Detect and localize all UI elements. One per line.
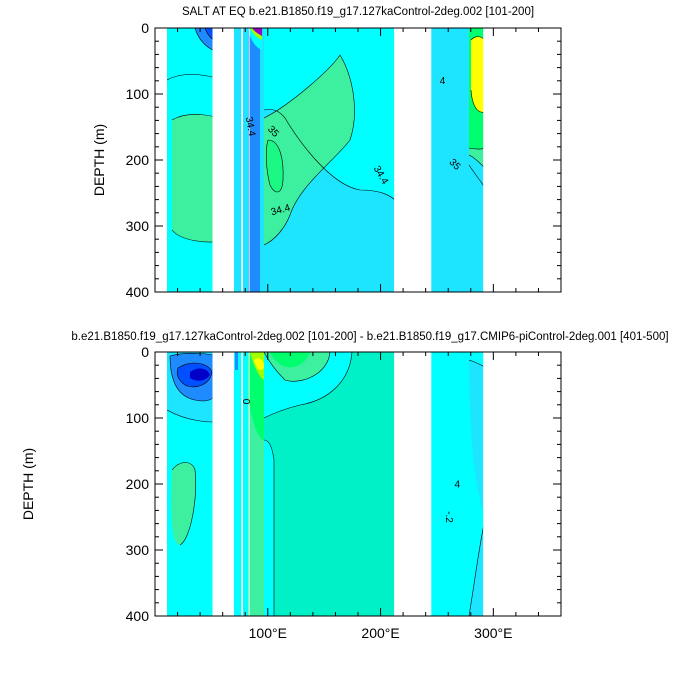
bottom-ytick-label: 100 bbox=[126, 410, 150, 426]
top-ytick-label: 200 bbox=[126, 152, 150, 168]
bottom-ytick-label: 0 bbox=[141, 344, 149, 360]
top-land-gap bbox=[212, 28, 234, 292]
bottom-land-gap bbox=[248, 352, 250, 616]
bottom-xtick-label: 300°E bbox=[474, 625, 512, 641]
top-ytick-label: 300 bbox=[126, 218, 150, 234]
top-panel: SALT AT EQ b.e21.B1850.f19_g17.127kaCont… bbox=[91, 6, 562, 300]
bottom-axes: 0 100 200 300 400 100°E 200°E 300°E bbox=[126, 344, 561, 641]
bottom-contour-label: 4 bbox=[454, 479, 460, 490]
bottom-land-gap bbox=[394, 352, 432, 616]
bottom-xtick-label: 200°E bbox=[361, 625, 399, 641]
top-ytick-label: 400 bbox=[126, 284, 150, 300]
top-ytick-label: 0 bbox=[141, 20, 149, 36]
bottom-land-gap bbox=[483, 352, 561, 616]
bottom-ylabel: DEPTH (m) bbox=[20, 448, 36, 520]
bottom-ytick-label: 200 bbox=[126, 476, 150, 492]
top-ytick-label: 100 bbox=[126, 86, 150, 102]
top-land-gaps bbox=[212, 28, 561, 292]
top-contour-label: 4 bbox=[440, 76, 446, 87]
bottom-land-gap bbox=[241, 352, 243, 616]
bottom-panel-title: b.e21.B1850.f19_g17.127kaControl-2deg.00… bbox=[71, 331, 668, 343]
top-land-gap bbox=[394, 28, 432, 292]
top-axes: 0 100 200 300 400 bbox=[126, 20, 561, 300]
top-land-gap bbox=[483, 28, 561, 292]
bottom-contour-label: -.2 bbox=[443, 511, 454, 523]
top-land-gap bbox=[248, 28, 250, 292]
top-panel-title: SALT AT EQ b.e21.B1850.f19_g17.127kaCont… bbox=[182, 6, 534, 18]
bottom-contour-label: 0 bbox=[240, 399, 251, 405]
bottom-panel: b.e21.B1850.f19_g17.127kaControl-2deg.00… bbox=[20, 331, 669, 641]
bottom-contour-labels: 0 -.2 4 bbox=[240, 399, 460, 524]
bottom-land-gap bbox=[212, 352, 234, 616]
top-land-gap bbox=[241, 28, 243, 292]
bottom-ytick-label: 400 bbox=[126, 608, 150, 624]
bottom-ytick-label: 300 bbox=[126, 542, 150, 558]
top-contour-label: 34.4 bbox=[270, 202, 292, 218]
bottom-land-gaps bbox=[212, 352, 561, 616]
bottom-xtick-label: 100°E bbox=[249, 625, 287, 641]
top-ylabel: DEPTH (m) bbox=[91, 124, 107, 196]
top-contour-label: 34.4 bbox=[243, 116, 257, 138]
